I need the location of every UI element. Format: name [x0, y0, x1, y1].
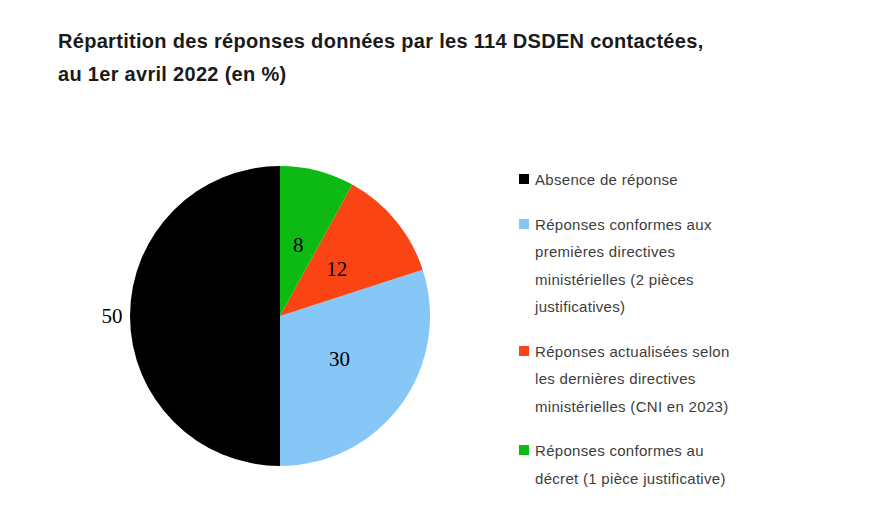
- legend-label: Réponses conformes aux premières directi…: [535, 211, 712, 321]
- legend-item: Réponses conformes au décret (1 pièce ju…: [519, 437, 809, 492]
- pie-slice: [130, 166, 280, 466]
- pie-value-label: 30: [329, 347, 350, 371]
- legend-swatch: [519, 219, 529, 229]
- legend-label: Réponses conformes au décret (1 pièce ju…: [535, 437, 726, 492]
- pie-value-label: 50: [102, 304, 123, 328]
- pie-value-label: 12: [326, 257, 347, 281]
- legend: Absence de réponse Réponses conformes aux…: [519, 166, 809, 509]
- legend-label: Réponses actualisées selon les dernières…: [535, 338, 730, 421]
- pie-value-label: 8: [293, 233, 304, 257]
- legend-swatch: [519, 445, 529, 455]
- legend-swatch: [519, 346, 529, 356]
- legend-item: Réponses actualisées selon les dernières…: [519, 338, 809, 421]
- legend-label: Absence de réponse: [535, 166, 678, 194]
- legend-item: Absence de réponse: [519, 166, 809, 194]
- pie-chart: 50 30 12 8: [85, 158, 445, 474]
- legend-swatch: [519, 174, 529, 184]
- legend-item: Réponses conformes aux premières directi…: [519, 211, 809, 321]
- chart-title: Répartition des réponses données par les…: [58, 25, 818, 91]
